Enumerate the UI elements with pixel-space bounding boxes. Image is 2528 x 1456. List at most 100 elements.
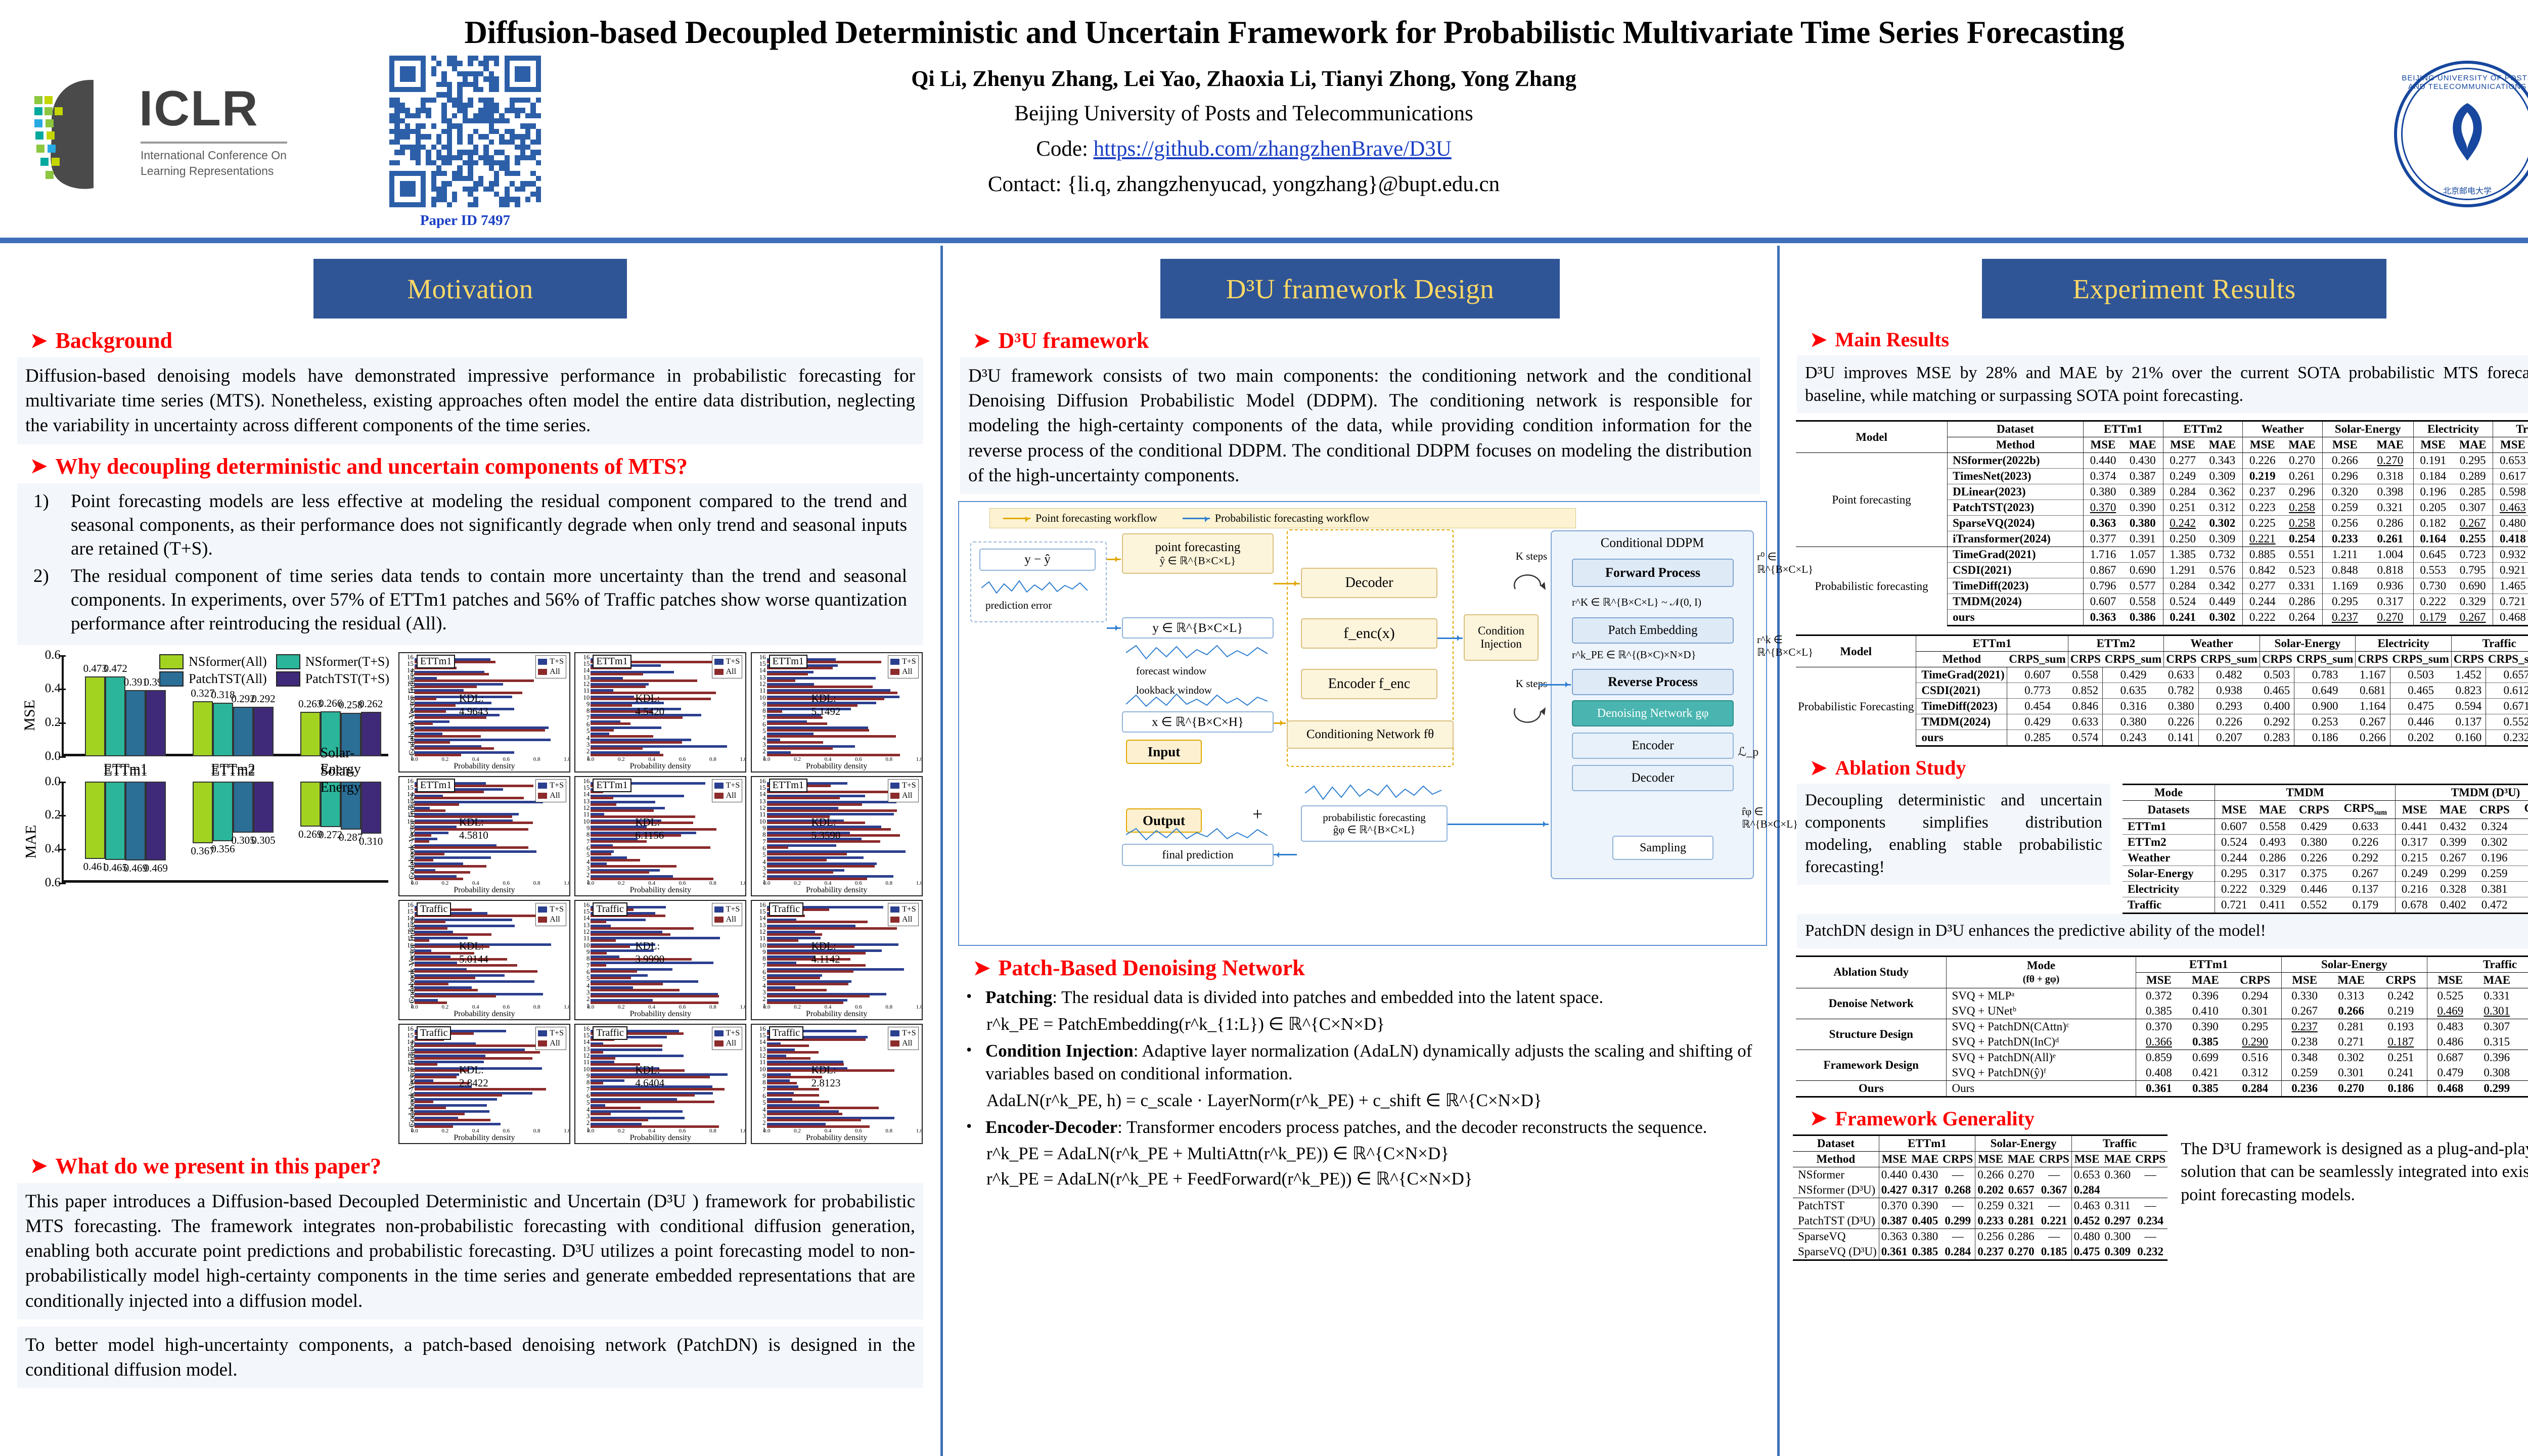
cell: 0.196 xyxy=(2413,484,2453,500)
cell: 0.818 xyxy=(2367,562,2414,578)
histogram-bar xyxy=(766,1088,820,1091)
cell: 0.441 xyxy=(2395,818,2434,835)
cell: 0.525 xyxy=(2426,987,2473,1004)
cell: 0.617 xyxy=(2493,468,2528,484)
histogram-bar xyxy=(591,945,630,948)
histogram-legend: T+S All xyxy=(535,655,566,678)
histogram-bar xyxy=(766,679,795,682)
histogram-plot xyxy=(415,905,567,1004)
bar-group: 0.461 0.465 0.469 0.469 ETTm1 xyxy=(83,763,168,874)
histogram-bar xyxy=(766,964,866,967)
histogram-bar xyxy=(591,685,646,688)
cell: 0.846 xyxy=(2068,698,2103,714)
cell: 1.057 xyxy=(2123,547,2163,563)
histogram-kdl: KDL: 5.0144 xyxy=(459,939,488,966)
group-label: Probabilistic Forecasting xyxy=(1796,667,1916,746)
group-label: Probabilistic forecasting xyxy=(1796,547,1948,626)
bar: 0.310 xyxy=(359,781,383,847)
histogram-bar xyxy=(591,1067,659,1070)
histogram-panel: ETTm1 T+S All KDL: 4.5420 Probability density… xyxy=(574,652,747,772)
x-eq-box: x ∈ ℝ^{B×C×H} xyxy=(1122,711,1274,733)
cell: 0.270 xyxy=(2005,1166,2037,1182)
metric-header: CRPSsum xyxy=(2516,800,2528,819)
histogram-bar xyxy=(415,670,484,673)
equation-adaln: AdaLN(r^k_PE, h) = c_scale · LayerNorm(r… xyxy=(986,1090,1542,1110)
histogram-bar xyxy=(766,815,830,818)
metric-header: MAE xyxy=(2005,1151,2037,1167)
histogram-bar xyxy=(766,974,823,977)
cell: 0.277 xyxy=(2242,578,2282,594)
histogram-bar xyxy=(415,968,467,971)
histogram-bar xyxy=(591,1055,684,1058)
cell: 0.463 xyxy=(2071,1197,2102,1213)
code-url-link[interactable]: https://github.com/zhangzhenBrave/D3U xyxy=(1093,137,1452,161)
table-row: TMDM(2024) 0.429 0.633 0.380 0.226 0.226 0.292… xyxy=(1796,714,2528,730)
legend-label: PatchTST(All) xyxy=(189,671,267,686)
histogram-bar xyxy=(766,809,897,812)
cell: 0.385 xyxy=(2135,1003,2182,1019)
histogram-panel: ETTm1 T+S All KDL: 5.1492 Probability density… xyxy=(750,652,923,772)
metric-header: CRPS xyxy=(2133,1151,2168,1167)
cell: 0.225 xyxy=(2242,515,2282,531)
cell: 0.385 xyxy=(1909,1244,1941,1261)
iclr-wordmark: ICLR xyxy=(139,80,259,136)
histogram-bar xyxy=(766,670,814,673)
cell: 0.463 xyxy=(2493,499,2528,516)
bar: 0.461 xyxy=(83,781,107,873)
histogram-bar xyxy=(766,875,894,878)
code-line: Code: https://github.com/zhangzhenBrave/… xyxy=(495,136,1992,161)
cell: — xyxy=(2133,1197,2168,1213)
cell: 0.936 xyxy=(2367,578,2414,594)
prob-forecasting-box: probabilistic forecasting ĝφ ∈ ℝ^{B×C×L} xyxy=(1301,805,1448,842)
histogram-bar xyxy=(415,710,446,713)
histogram-yticks: 16 15 14 13 12 11 10 9 8 7 6 5 4 3 2 1 xyxy=(407,900,414,1010)
equation-patching: r^k_PE = PatchEmbedding(r^k_{1:L}) ∈ ℝ^{… xyxy=(986,1014,1385,1034)
histogram-bar xyxy=(415,1091,533,1095)
qr-code[interactable] xyxy=(389,56,541,207)
cell: 0.302 xyxy=(2327,1049,2375,1065)
histogram-bar xyxy=(766,698,884,701)
ablation-text: Decoupling deterministic and uncertain c… xyxy=(1797,784,2110,885)
col-dataset: Dataset xyxy=(1947,420,2084,437)
histogram-bar xyxy=(415,1051,540,1054)
cell: 0.256 xyxy=(2322,515,2367,531)
histogram-bar xyxy=(415,753,461,756)
cell: 0.411 xyxy=(2253,897,2292,915)
axis-tick-y: 0.6 xyxy=(44,648,61,662)
histogram-bar xyxy=(591,875,673,878)
cell: 0.244 xyxy=(2215,850,2253,866)
metric-header: MSE xyxy=(1878,1151,1910,1167)
bar: 0.266 xyxy=(319,697,342,756)
bar-value-label: 0.305 xyxy=(231,834,255,847)
bar-value-label: 0.262 xyxy=(358,698,383,710)
cell: 0.222 xyxy=(2242,609,2282,627)
table-row: ours 0.285 0.574 0.243 0.141 0.207 0.283 0.186 0… xyxy=(1796,730,2528,747)
cell: 0.267 xyxy=(2433,850,2473,866)
histogram-xlabel: Probability density xyxy=(629,885,691,894)
group-label: Structure Design xyxy=(1796,1018,1947,1050)
cell: 0.331 xyxy=(2473,987,2520,1004)
histogram-bar xyxy=(415,931,453,934)
bar: 0.367 xyxy=(191,781,215,857)
cell: 0.361 xyxy=(2135,1080,2182,1098)
cell: 0.723 xyxy=(2452,547,2493,563)
histogram-bar xyxy=(766,1094,820,1097)
histogram-bar xyxy=(766,735,896,738)
bupt-seal-logo: BEIJING UNIVERSITY OF POSTS AND TELECOMM… xyxy=(2394,61,2528,207)
cell: 0.261 xyxy=(2367,531,2414,547)
patchdn-table-wrap: Ablation Study Mode (fθ + gφ) ETTm1 Solar-En… xyxy=(1796,955,2528,1098)
cell: 0.295 xyxy=(2322,594,2367,610)
bullet-condition-injection: • Condition Injection: Adaptive layer no… xyxy=(966,1039,1757,1085)
histogram-bar xyxy=(591,716,683,719)
histogram-bar xyxy=(415,1063,437,1066)
cell: 0.390 xyxy=(1909,1197,1941,1213)
bar-value-label: 0.266 xyxy=(318,697,343,710)
histogram-bar xyxy=(415,720,450,723)
group-label: Denoise Network xyxy=(1796,987,1947,1019)
histogram-bar xyxy=(766,998,848,1002)
dataset-name: ETTm1 xyxy=(2123,818,2215,835)
cell: 0.366 xyxy=(2135,1034,2182,1050)
prediction-error-label: prediction error xyxy=(985,599,1052,612)
histogram-bar xyxy=(415,708,514,711)
histogram-kdl: KDL: 4.5420 xyxy=(635,692,665,718)
